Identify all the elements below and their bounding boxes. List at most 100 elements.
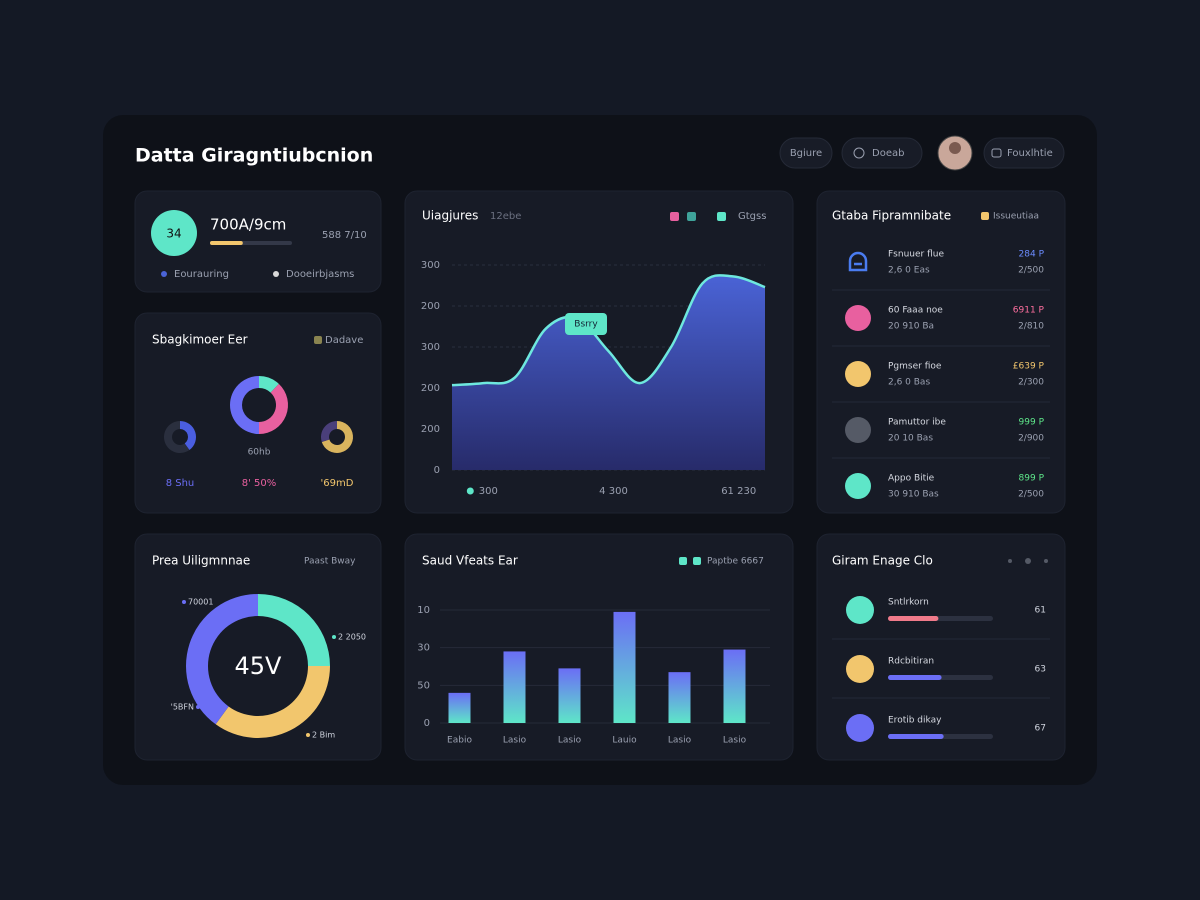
- y-tick-label: 0: [434, 465, 440, 476]
- x-tick-label: Lasio: [503, 736, 527, 746]
- progress-fill: [888, 616, 939, 621]
- legend-swatch: [693, 557, 701, 565]
- badge: [151, 210, 197, 256]
- segment-annotation: '5BFN: [171, 703, 194, 712]
- action-button[interactable]: [983, 137, 1065, 169]
- row-icon: [845, 361, 871, 387]
- legend-swatch: [687, 212, 696, 221]
- bar: [723, 649, 746, 723]
- legend-label: Dadave: [325, 335, 363, 346]
- row-icon: [846, 655, 874, 683]
- card-title: Giram Enage Clo: [832, 554, 933, 568]
- y-tick-label: 10: [417, 605, 430, 616]
- row-icon: [845, 305, 871, 331]
- row-sub: 20 910 Ba: [888, 322, 934, 332]
- row-name: Appo Bitie: [888, 474, 935, 484]
- row-sub: 20 10 Bas: [888, 434, 933, 444]
- menu-dot[interactable]: [1044, 559, 1048, 563]
- action-label[interactable]: Doeab: [872, 148, 904, 159]
- action-button[interactable]: [779, 137, 833, 169]
- badge-label: 34: [166, 227, 181, 241]
- legend-swatch: [314, 336, 322, 344]
- bar: [613, 611, 636, 723]
- annotation-dot: [196, 705, 200, 709]
- card-title: Sbagkimoer Eer: [152, 333, 248, 347]
- x-label-dot: [466, 487, 474, 495]
- donut-segment: [321, 421, 353, 454]
- menu-dot[interactable]: [1008, 559, 1012, 563]
- y-tick-label: 300: [421, 342, 440, 353]
- annotation-dot: [182, 600, 186, 604]
- row-sub: 2,6 0 Bas: [888, 378, 930, 388]
- row-icon: [848, 251, 868, 272]
- donut-label: '69mD: [321, 478, 354, 489]
- action-icon: [853, 147, 865, 159]
- x-tick-label: 4 300: [599, 486, 628, 497]
- action-icon: [991, 148, 1002, 158]
- goal-name: Erotib dikay: [888, 716, 942, 726]
- legend-label: Gtgss: [738, 211, 766, 222]
- row-name: Pamuttor ibe: [888, 418, 946, 428]
- segment-annotation: 2 Bim: [312, 731, 335, 740]
- y-tick-label: 30: [417, 643, 430, 654]
- goal-value: 61: [1035, 606, 1046, 616]
- x-tick-label: Lasio: [668, 736, 692, 746]
- goal-value: 63: [1035, 665, 1046, 675]
- bar: [503, 651, 526, 723]
- progress-fill: [888, 675, 942, 680]
- legend-swatch: [981, 212, 989, 220]
- card: [816, 190, 1066, 514]
- goal-name: Rdcbitiran: [888, 657, 934, 667]
- donut-segment: [258, 594, 330, 666]
- y-tick-label: 50: [417, 680, 430, 691]
- legend-dot: [161, 271, 167, 277]
- donut-segment: [230, 376, 259, 434]
- donut-center: 45V: [235, 652, 283, 680]
- row-value: 6911 P: [1013, 306, 1045, 316]
- progress-fill: [210, 241, 243, 245]
- row-name: Pgmser fioe: [888, 362, 942, 372]
- y-tick-label: 200: [421, 301, 440, 312]
- goal-name: Sntlrkorn: [888, 598, 929, 608]
- bar: [448, 692, 471, 723]
- row-icon: [845, 417, 871, 443]
- x-tick-label: 61 230: [721, 486, 756, 497]
- summary-side: 588 7/10: [322, 230, 367, 241]
- x-tick-label: Lasio: [723, 736, 747, 746]
- legend-dot: [273, 271, 279, 277]
- annotation: Bsrry: [574, 320, 598, 330]
- segment-annotation: 70001: [188, 598, 213, 607]
- bar: [668, 672, 691, 723]
- card-subtitle: 12ebe: [490, 211, 521, 222]
- row-value: 284 P: [1019, 250, 1045, 260]
- action-label[interactable]: Bgiure: [790, 148, 822, 159]
- x-tick-label: Eabio: [447, 736, 472, 746]
- goal-value: 67: [1035, 724, 1046, 734]
- row-value: 899 P: [1019, 474, 1045, 484]
- row-value: 999 P: [1019, 418, 1045, 428]
- avatar-face: [949, 142, 961, 154]
- legend-swatch: [670, 212, 679, 221]
- app-title: Datta Giragntiubcnion: [135, 145, 373, 167]
- area-line: [451, 274, 766, 387]
- donut-segment: [259, 383, 288, 434]
- annotation-box: [565, 313, 607, 335]
- card-title: Gtaba Fipramnibate: [832, 209, 951, 223]
- donut-caption: 60hb: [248, 448, 271, 458]
- x-tick-label: Lauio: [612, 736, 637, 746]
- card: [816, 533, 1066, 761]
- card: [404, 533, 794, 761]
- action-button[interactable]: [841, 137, 923, 169]
- y-tick-label: 200: [421, 424, 440, 435]
- legend-label: Eourauring: [174, 269, 229, 280]
- legend-swatch: [679, 557, 687, 565]
- legend-label: Dooeirbjasms: [286, 269, 354, 280]
- annotation-dot: [306, 733, 310, 737]
- summary-value: 700A/9cm: [210, 216, 286, 234]
- legend-label: Paptbe 6667: [707, 557, 764, 567]
- action-label[interactable]: Fouxlhtie: [1007, 148, 1053, 159]
- menu-dot[interactable]: [1025, 558, 1031, 564]
- row-icon: [846, 596, 874, 624]
- row-sub-value: 2/500: [1018, 266, 1044, 276]
